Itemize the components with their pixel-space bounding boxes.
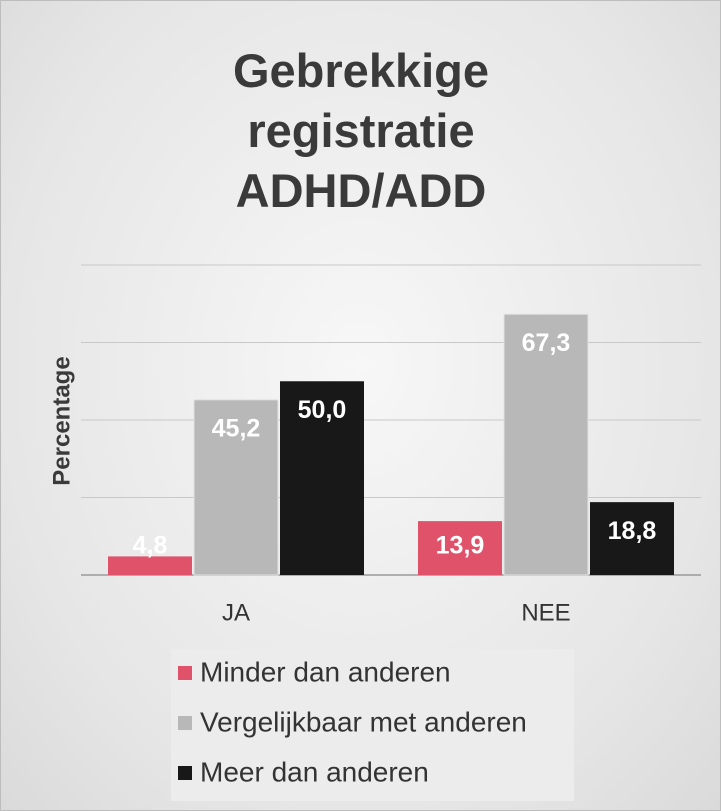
legend-label: Minder dan anderen bbox=[200, 656, 451, 687]
data-label: 13,9 bbox=[436, 532, 485, 560]
legend-label: Vergelijkbaar met anderen bbox=[200, 706, 527, 737]
legend-box bbox=[171, 649, 574, 801]
legend-swatch bbox=[178, 766, 192, 780]
data-label: 18,8 bbox=[608, 517, 657, 545]
legend-label: Meer dan anderen bbox=[200, 756, 429, 787]
bar bbox=[418, 521, 502, 575]
bar bbox=[193, 399, 279, 576]
data-label: 50,0 bbox=[298, 396, 347, 424]
y-axis-label: Percentage bbox=[48, 356, 75, 485]
bar bbox=[503, 313, 589, 576]
data-label: 4,8 bbox=[133, 532, 168, 560]
legend-swatch bbox=[178, 716, 192, 730]
bar bbox=[108, 556, 192, 575]
x-tick-label: JA bbox=[222, 599, 250, 626]
bar bbox=[280, 381, 364, 575]
chart-title: Gebrekkige registratie ADHD/ADD bbox=[232, 44, 490, 217]
data-label: 67,3 bbox=[522, 329, 571, 357]
bar bbox=[590, 502, 674, 575]
data-label: 45,2 bbox=[212, 414, 261, 442]
x-tick-label: NEE bbox=[521, 599, 570, 626]
legend-swatch bbox=[178, 666, 192, 680]
